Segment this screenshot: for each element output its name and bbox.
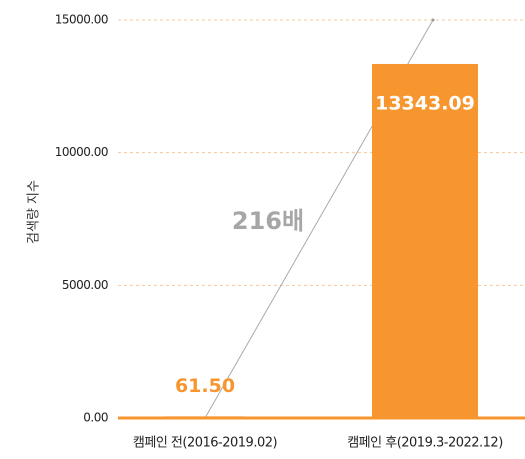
annotation-dot (431, 18, 435, 22)
y-tick-label: 10000.00 (55, 145, 108, 159)
bar (372, 63, 478, 418)
x-tick-label: 캠페인 후(2019.3-2022.12) (347, 436, 503, 451)
data-label: 61.50 (175, 375, 235, 397)
annotation: 216배 (232, 207, 304, 235)
data-label: 13343.09 (375, 92, 475, 114)
y-tick-label: 15000.00 (55, 13, 108, 27)
y-tick-label: 5000.00 (62, 278, 108, 292)
x-tick-label: 캠페인 전(2016-2019.02) (133, 436, 277, 451)
y-tick-label: 0.00 (83, 411, 108, 425)
y-axis-label: 검색량 지수 (27, 180, 42, 244)
bar (165, 416, 245, 418)
